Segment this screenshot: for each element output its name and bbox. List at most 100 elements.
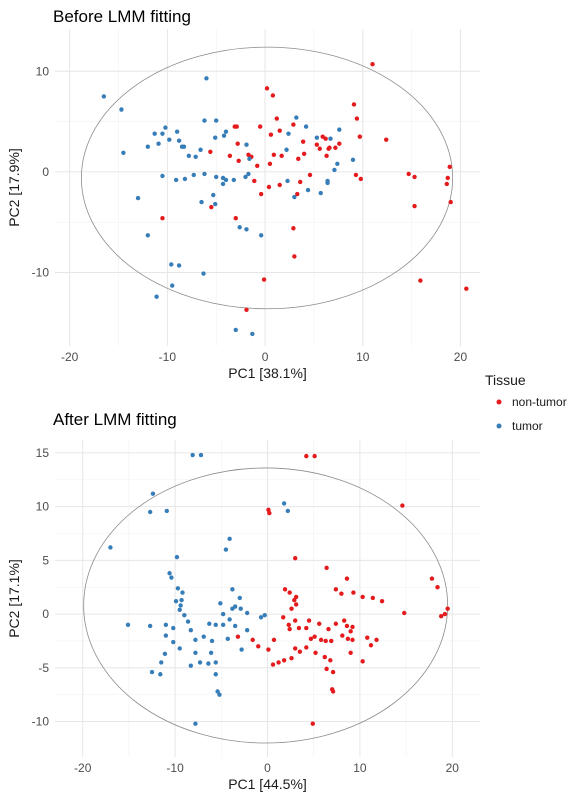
y-tick-label: 10 bbox=[36, 64, 50, 78]
y-tick-label: -5 bbox=[38, 661, 49, 675]
point-tumor bbox=[294, 115, 299, 120]
point-non-tumor bbox=[445, 606, 450, 611]
point-tumor bbox=[305, 187, 311, 193]
legend-label-non-tumor: non-tumor bbox=[512, 395, 567, 409]
point-tumor bbox=[220, 181, 226, 187]
point-tumor bbox=[318, 190, 323, 196]
point-non-tumor bbox=[374, 637, 379, 643]
point-non-tumor bbox=[317, 621, 322, 626]
point-non-tumor bbox=[324, 153, 329, 158]
point-tumor bbox=[199, 199, 204, 205]
x-axis-label: PC1 [38.1%] bbox=[228, 365, 307, 381]
point-non-tumor bbox=[350, 624, 355, 630]
point-non-tumor bbox=[257, 124, 263, 129]
point-non-tumor bbox=[323, 638, 328, 644]
point-tumor bbox=[186, 153, 192, 158]
point-non-tumor bbox=[313, 650, 318, 655]
point-non-tumor bbox=[291, 226, 296, 231]
point-tumor bbox=[160, 173, 165, 179]
point-tumor bbox=[193, 650, 198, 655]
point-tumor bbox=[173, 598, 179, 604]
point-non-tumor bbox=[304, 625, 309, 631]
point-non-tumor bbox=[227, 153, 233, 158]
point-non-tumor bbox=[370, 62, 375, 67]
point-tumor bbox=[285, 508, 291, 514]
point-tumor bbox=[171, 625, 176, 631]
point-non-tumor bbox=[289, 606, 294, 611]
point-tumor bbox=[238, 606, 243, 611]
point-non-tumor bbox=[350, 637, 355, 643]
point-tumor bbox=[223, 547, 229, 552]
panel-before-lmm: -20 -10 0 10 20 -10 0 10 Before LMM fitting PC1 [… bbox=[6, 7, 480, 381]
chart-title: Before LMM fitting bbox=[53, 7, 191, 26]
point-tumor bbox=[335, 161, 340, 167]
point-non-tumor bbox=[300, 139, 306, 144]
point-non-tumor bbox=[368, 643, 374, 648]
point-non-tumor bbox=[438, 614, 444, 619]
point-tumor bbox=[177, 646, 182, 651]
point-tumor bbox=[174, 129, 180, 134]
point-non-tumor bbox=[344, 623, 350, 629]
point-tumor bbox=[258, 233, 264, 238]
point-non-tumor bbox=[292, 254, 297, 259]
legend-title: Tissue bbox=[485, 372, 526, 388]
point-tumor bbox=[173, 177, 179, 183]
point-tumor bbox=[145, 233, 151, 238]
point-non-tumor bbox=[266, 647, 271, 652]
point-tumor bbox=[208, 650, 214, 655]
point-non-tumor bbox=[384, 137, 389, 142]
point-tumor bbox=[303, 124, 309, 129]
point-tumor bbox=[135, 195, 141, 201]
point-non-tumor bbox=[279, 153, 284, 158]
point-tumor bbox=[207, 621, 212, 626]
point-non-tumor bbox=[447, 164, 452, 170]
point-tumor bbox=[231, 177, 236, 183]
point-non-tumor bbox=[314, 142, 320, 147]
point-non-tumor bbox=[270, 662, 276, 667]
point-non-tumor bbox=[287, 626, 292, 632]
point-non-tumor bbox=[360, 594, 365, 600]
point-non-tumor bbox=[276, 660, 281, 665]
point-tumor bbox=[213, 672, 218, 677]
point-non-tumor bbox=[293, 618, 298, 623]
x-axis-label: PC1 [44.5%] bbox=[228, 776, 307, 792]
point-non-tumor bbox=[267, 161, 273, 167]
point-non-tumor bbox=[208, 149, 213, 154]
point-tumor bbox=[176, 138, 182, 143]
y-tick-label: 0 bbox=[42, 607, 49, 621]
point-tumor bbox=[262, 612, 267, 618]
point-tumor bbox=[185, 619, 191, 624]
point-tumor bbox=[152, 131, 157, 136]
point-tumor bbox=[227, 536, 232, 542]
point-non-tumor bbox=[412, 174, 417, 180]
x-tick-label: 0 bbox=[262, 350, 269, 364]
point-tumor bbox=[162, 651, 168, 657]
point-non-tumor bbox=[261, 277, 267, 282]
point-tumor bbox=[325, 178, 330, 184]
point-tumor bbox=[198, 452, 204, 458]
confidence-ellipse bbox=[83, 467, 449, 744]
point-non-tumor bbox=[268, 132, 274, 137]
point-tumor bbox=[193, 154, 198, 160]
point-non-tumor bbox=[418, 278, 423, 283]
point-tumor bbox=[350, 157, 356, 163]
point-tumor bbox=[213, 135, 218, 140]
y-tick-label: 0 bbox=[42, 165, 49, 179]
panel-after-lmm: -20 -10 0 10 20 -10 -5 0 5 10 15 After LMM fitting P… bbox=[6, 410, 480, 792]
point-non-tumor bbox=[448, 199, 453, 205]
point-tumor bbox=[237, 595, 242, 601]
point-non-tumor bbox=[296, 625, 302, 631]
point-tumor bbox=[328, 136, 333, 141]
legend: Tissue non-tumor tumor bbox=[485, 372, 567, 433]
point-non-tumor bbox=[246, 152, 251, 157]
point-non-tumor bbox=[258, 191, 264, 197]
point-non-tumor bbox=[357, 134, 363, 139]
point-non-tumor bbox=[348, 650, 353, 655]
point-non-tumor bbox=[339, 591, 344, 596]
point-tumor bbox=[314, 135, 320, 140]
chart-title: After LMM fitting bbox=[53, 410, 177, 429]
point-non-tumor bbox=[282, 587, 288, 592]
point-tumor bbox=[201, 271, 206, 276]
point-non-tumor bbox=[281, 658, 287, 663]
point-non-tumor bbox=[293, 556, 298, 561]
